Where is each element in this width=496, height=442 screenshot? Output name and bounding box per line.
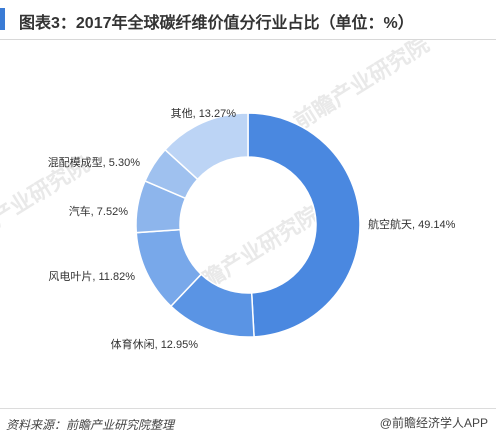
title-bar: 图表3：2017年全球碳纤维价值分行业占比（单位：%） [0, 0, 496, 38]
title-divider [0, 39, 496, 40]
slice-label: 混配模成型, 5.30% [48, 155, 141, 169]
title-accent-bar [0, 8, 5, 30]
chart-title: 图表3：2017年全球碳纤维价值分行业占比（单位：%） [19, 15, 414, 32]
slice-label: 汽车, 7.52% [69, 204, 129, 218]
source-note: 资料来源：前瞻产业研究院整理 [6, 418, 175, 432]
slice-label: 体育休闲, 12.95% [111, 337, 199, 351]
slice-label: 风电叶片, 11.82% [48, 270, 135, 283]
watermark-group: 前瞻产业研究院 前瞻产业研究院 前瞻产业研究院 [0, 40, 434, 305]
brand-text: @前瞻经济学人APP [379, 416, 488, 430]
slice-label: 航空航天, 49.14% [368, 217, 456, 231]
donut-chart: 前瞻产业研究院 前瞻产业研究院 前瞻产业研究院 航空航天, 49.14% 体育休闲… [0, 40, 456, 351]
watermark-text: 前瞻产业研究院 [289, 40, 433, 135]
donut-slice [164, 112, 249, 181]
slice-labels: 航空航天, 49.14% 体育休闲, 12.95% 风电叶片, 11.82% 汽车, … [48, 107, 456, 351]
donut-slice [247, 112, 361, 338]
brand-credit: @前瞻经济学人APP [380, 414, 488, 431]
slice-label: 其他, 13.27% [171, 107, 237, 120]
footer-divider [0, 408, 496, 409]
donut-slices [135, 112, 361, 338]
